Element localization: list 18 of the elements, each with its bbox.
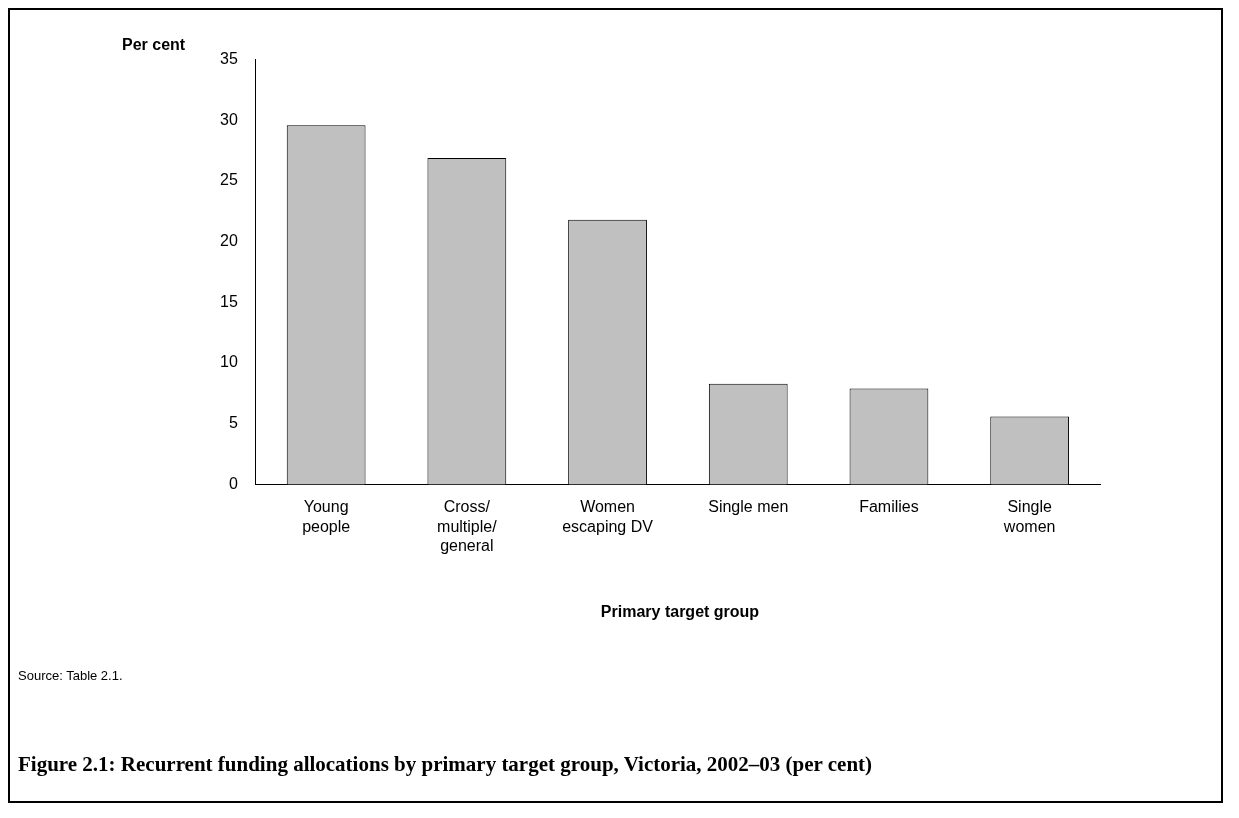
x-tick-label: Single men	[708, 498, 789, 516]
x-tick-label: Women escaping DV	[562, 498, 654, 535]
y-tick-label: 5	[228, 414, 238, 432]
x-tick-label: Cross/multiple/general	[437, 498, 498, 554]
y-tick-label: 30	[220, 110, 238, 128]
y-tick-label: 10	[220, 353, 238, 371]
y-tick-label: 35	[220, 50, 238, 68]
text: Figure 2.1: Recurrent funding allocations by primary target group, Victoria, 2002–03 (per cent)	[18, 752, 873, 777]
x-tick-label: Families	[859, 498, 919, 516]
x-tick-label: Single women	[1002, 498, 1056, 535]
x-axis-title: Primary target group	[599, 603, 761, 621]
y-tick-label: 0	[228, 474, 238, 492]
x-tick-label: Young people	[302, 498, 351, 535]
y-axis-title: Per cent	[122, 36, 186, 54]
y-tick-label: 25	[220, 171, 238, 189]
y-tick-label: 20	[220, 232, 238, 250]
source-note: Source: Table 2.1.	[18, 668, 123, 683]
y-tick-label: 15	[220, 292, 238, 310]
